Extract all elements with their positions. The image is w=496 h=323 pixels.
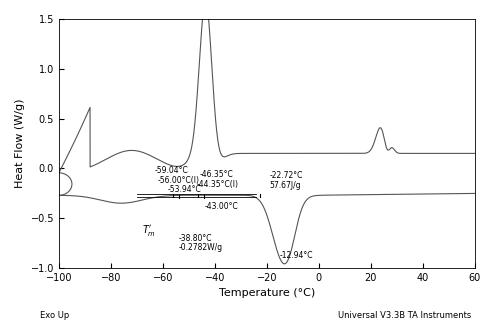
- Text: -59.04°C: -59.04°C: [155, 166, 189, 175]
- Text: Exo Up: Exo Up: [40, 311, 69, 320]
- Text: Universal V3.3B TA Instruments: Universal V3.3B TA Instruments: [338, 311, 471, 320]
- Y-axis label: Heat Flow (W/g): Heat Flow (W/g): [15, 99, 25, 188]
- Text: -22.72°C: -22.72°C: [269, 171, 303, 180]
- Text: -44.35°C(I): -44.35°C(I): [197, 180, 239, 189]
- Text: -56.00°C(I): -56.00°C(I): [158, 176, 200, 185]
- Text: $T_m'$: $T_m'$: [142, 223, 156, 237]
- Text: -53.94°C: -53.94°C: [168, 185, 202, 194]
- Text: 57.67J/g: 57.67J/g: [269, 181, 301, 190]
- Text: -38.80°C: -38.80°C: [179, 234, 212, 243]
- Text: -43.00°C: -43.00°C: [204, 202, 238, 211]
- Text: -46.35°C: -46.35°C: [199, 170, 233, 179]
- X-axis label: Temperature (°C): Temperature (°C): [219, 288, 315, 298]
- Text: -0.2782W/g: -0.2782W/g: [179, 244, 223, 253]
- Text: -12.94°C: -12.94°C: [280, 251, 313, 260]
